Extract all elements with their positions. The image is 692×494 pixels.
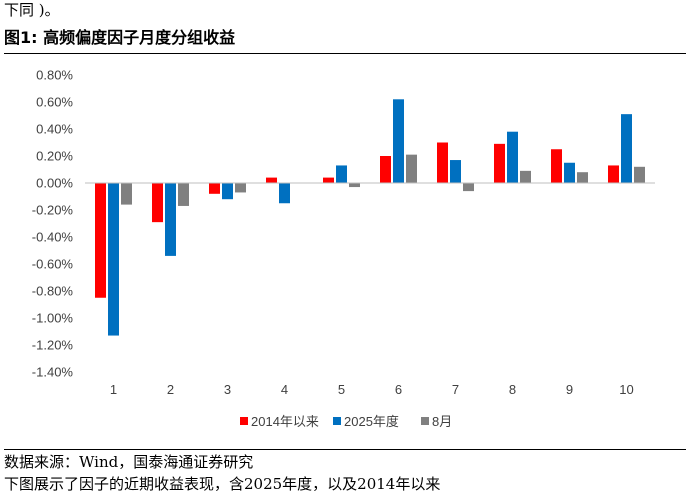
bar-series-1-cat-3 bbox=[209, 183, 220, 194]
y-tick-label: -0.60% bbox=[32, 257, 74, 272]
bar-series-1-cat-2 bbox=[152, 183, 163, 223]
legend: 2014年以来 2025年度 8月 bbox=[240, 414, 452, 429]
y-tick-label: -0.80% bbox=[32, 284, 74, 299]
bar-series-2-cat-1 bbox=[108, 183, 119, 336]
preceding-text: 下同 )。 bbox=[4, 1, 60, 19]
bar-series-2-cat-9 bbox=[564, 162, 575, 183]
bar-series-2-cat-8 bbox=[507, 131, 518, 183]
figure-title: 图1: 高频偏度因子月度分组收益 bbox=[4, 28, 236, 47]
x-tick-label: 4 bbox=[281, 382, 288, 397]
y-tick-label: -1.20% bbox=[32, 338, 74, 353]
legend-label: 2014年以来 bbox=[251, 414, 319, 429]
legend-swatch bbox=[240, 417, 248, 425]
x-tick-label: 1 bbox=[110, 382, 117, 397]
legend-swatch bbox=[333, 417, 341, 425]
y-tick-label: -1.40% bbox=[32, 365, 74, 380]
data-source: 数据来源：Wind，国泰海通证券研究 bbox=[4, 453, 254, 471]
bar-series-3-cat-6 bbox=[406, 154, 417, 183]
source-divider bbox=[4, 449, 686, 450]
bar-series-2-cat-6 bbox=[393, 99, 404, 183]
bar-series-1-cat-10 bbox=[608, 165, 619, 183]
bars bbox=[95, 99, 645, 336]
y-tick-label: 0.60% bbox=[36, 95, 73, 110]
bar-series-3-cat-10 bbox=[634, 166, 645, 183]
bar-series-2-cat-7 bbox=[450, 160, 461, 183]
x-tick-label: 10 bbox=[619, 382, 633, 397]
bar-series-2-cat-5 bbox=[336, 165, 347, 183]
bar-series-1-cat-7 bbox=[437, 142, 448, 183]
bar-chart: 0.80% 0.60% 0.40% 0.20% 0.00% -0.20% -0.40% -0.… bbox=[32, 68, 655, 429]
bar-series-3-cat-8 bbox=[520, 170, 531, 183]
bar-series-1-cat-9 bbox=[551, 149, 562, 183]
x-tick-label: 7 bbox=[452, 382, 459, 397]
bar-series-1-cat-4 bbox=[266, 177, 277, 183]
y-axis-tick-labels: 0.80% 0.60% 0.40% 0.20% 0.00% -0.20% -0.40% -0.… bbox=[32, 68, 74, 380]
legend-label: 8月 bbox=[432, 414, 452, 429]
legend-label: 2025年度 bbox=[344, 414, 399, 429]
y-tick-label: -0.40% bbox=[32, 230, 74, 245]
bar-series-2-cat-10 bbox=[621, 114, 632, 183]
x-tick-label: 9 bbox=[566, 382, 573, 397]
bar-series-3-cat-3 bbox=[235, 183, 246, 193]
bar-series-3-cat-1 bbox=[121, 183, 132, 205]
bar-series-2-cat-4 bbox=[279, 183, 290, 204]
title-divider bbox=[4, 53, 686, 54]
bar-series-2-cat-3 bbox=[222, 183, 233, 200]
bar-series-1-cat-1 bbox=[95, 183, 106, 298]
bar-series-3-cat-2 bbox=[178, 183, 189, 206]
bar-series-1-cat-8 bbox=[494, 143, 505, 183]
x-axis-tick-labels: 1 2 3 4 5 6 7 8 9 10 bbox=[110, 382, 634, 397]
x-tick-label: 5 bbox=[338, 382, 345, 397]
x-tick-label: 3 bbox=[224, 382, 231, 397]
x-tick-label: 8 bbox=[509, 382, 516, 397]
y-tick-label: 0.40% bbox=[36, 122, 73, 137]
y-tick-label: -1.00% bbox=[32, 311, 74, 326]
bar-series-2-cat-2 bbox=[165, 183, 176, 256]
bar-series-3-cat-7 bbox=[463, 183, 474, 192]
bar-series-1-cat-5 bbox=[323, 177, 334, 183]
y-tick-label: 0.80% bbox=[36, 68, 73, 83]
y-tick-label: 0.20% bbox=[36, 149, 73, 164]
legend-swatch bbox=[421, 417, 429, 425]
y-tick-label: -0.20% bbox=[32, 203, 74, 218]
y-tick-label: 0.00% bbox=[36, 176, 73, 191]
x-tick-label: 2 bbox=[167, 382, 174, 397]
bar-series-1-cat-6 bbox=[380, 156, 391, 183]
x-tick-label: 6 bbox=[395, 382, 402, 397]
bar-series-3-cat-9 bbox=[577, 172, 588, 183]
following-text: 下图展示了因子的近期收益表现，含2025年度，以及2014年以来 bbox=[4, 475, 441, 493]
bar-series-3-cat-5 bbox=[349, 183, 360, 188]
